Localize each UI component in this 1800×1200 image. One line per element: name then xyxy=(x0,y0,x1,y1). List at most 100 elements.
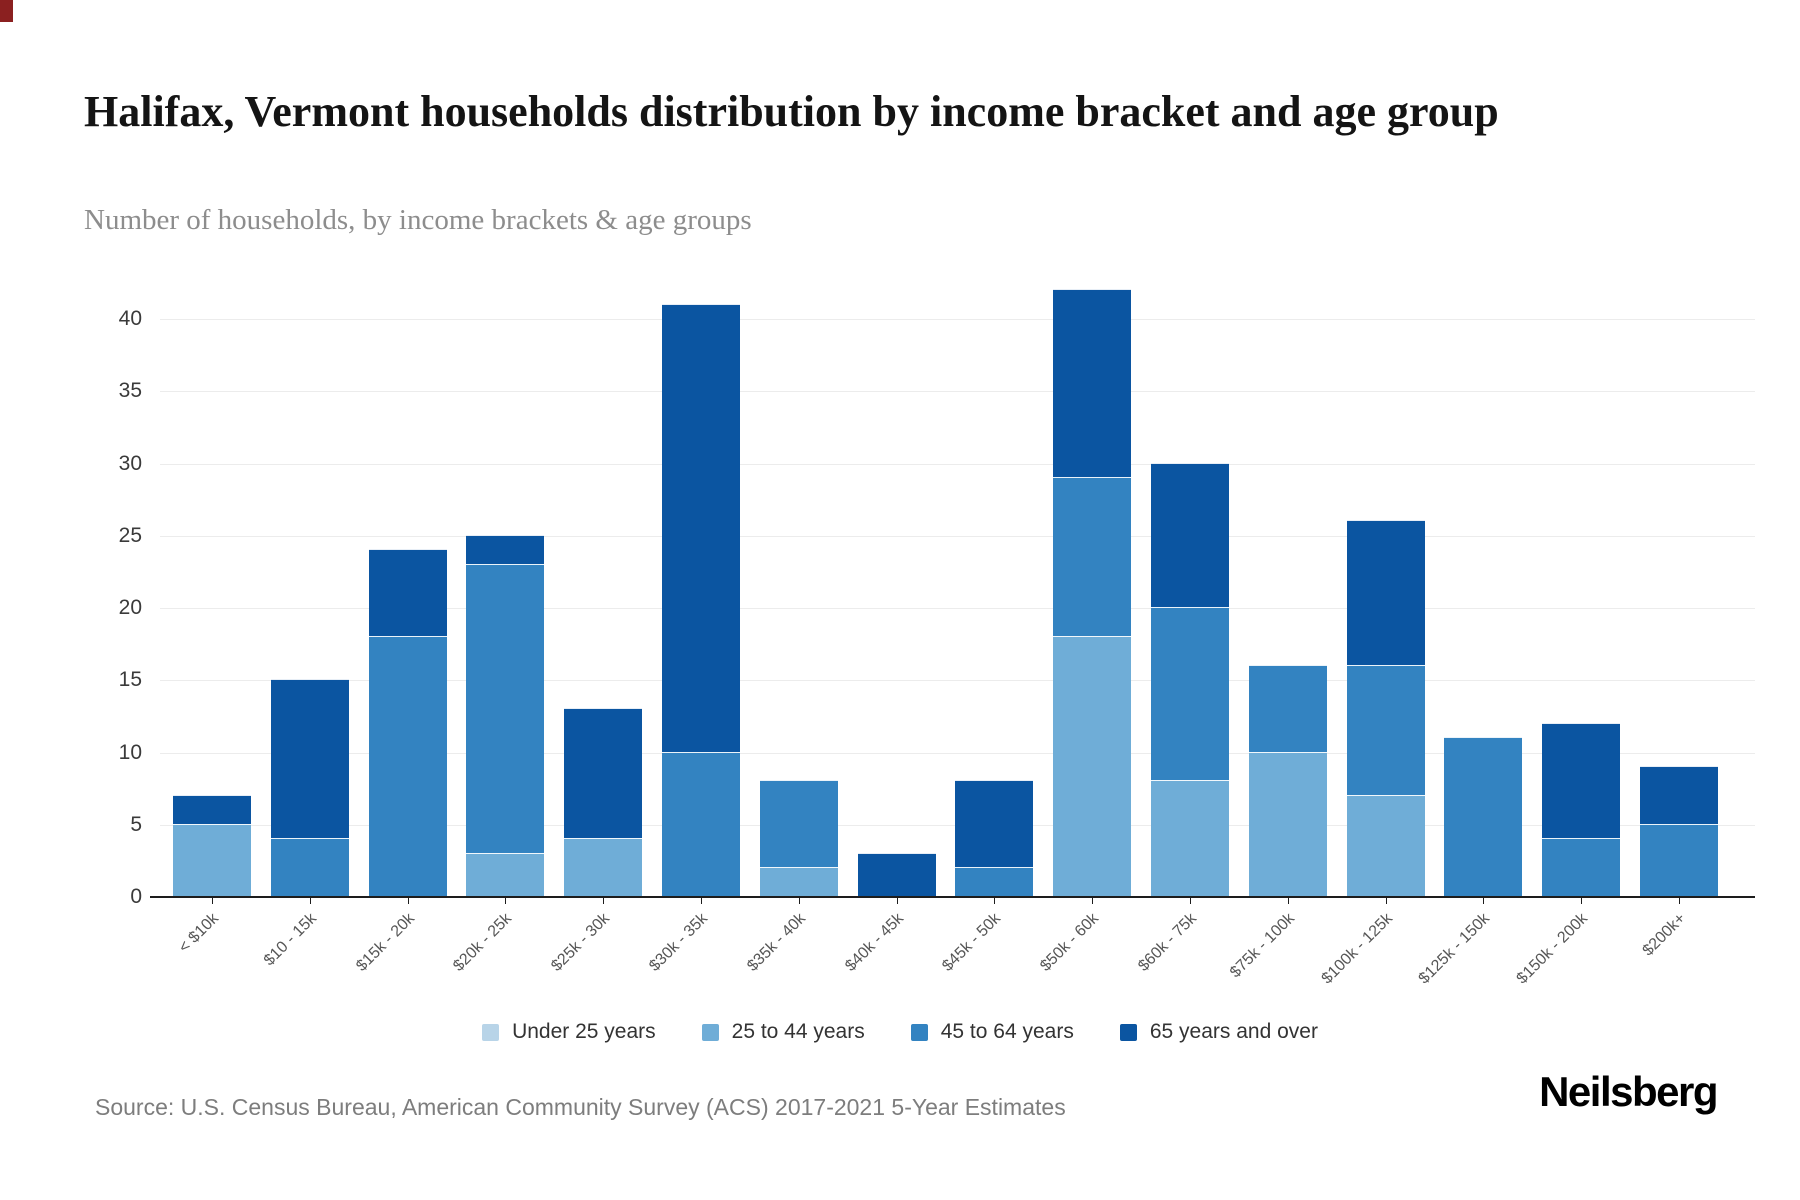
x-axis-tick xyxy=(603,898,605,904)
bar-segment[interactable] xyxy=(661,751,740,896)
neilsberg-logo: Neilsberg xyxy=(1539,1068,1718,1115)
x-axis-tick-label: $50k - 60k xyxy=(1037,910,1103,975)
gridline xyxy=(160,680,1755,682)
bar-column xyxy=(173,250,251,896)
legend-swatch xyxy=(482,1023,500,1041)
bar-segment[interactable] xyxy=(759,867,838,896)
legend-item[interactable]: 65 years and over xyxy=(1119,1020,1318,1044)
x-axis-tick xyxy=(798,898,800,904)
gridline xyxy=(160,608,1755,609)
y-axis-tick-label: 0 xyxy=(130,885,142,908)
bar-segment[interactable] xyxy=(1542,722,1621,839)
bar-segment[interactable] xyxy=(857,852,936,896)
x-axis-tick xyxy=(407,898,409,904)
bar-column xyxy=(759,250,838,896)
bar-segment[interactable] xyxy=(759,780,838,868)
y-axis-tick-label: 25 xyxy=(118,523,142,547)
x-axis-tick xyxy=(994,898,996,904)
y-axis-tick-label: 35 xyxy=(118,379,142,403)
y-axis-tick-label: 30 xyxy=(118,451,142,475)
x-axis-tick-label: $10 - 15k xyxy=(260,910,320,970)
bar-column xyxy=(1150,250,1229,896)
chart-title: Halifax, Vermont households distribution… xyxy=(84,87,1499,137)
legend: Under 25 years 25 to 44 years 45 to 64 yea… xyxy=(0,1020,1800,1044)
bar-segment[interactable] xyxy=(1053,476,1132,636)
bar-segment[interactable] xyxy=(955,780,1034,868)
legend-label: Under 25 years xyxy=(512,1020,656,1043)
bar-segment[interactable] xyxy=(1248,664,1327,752)
bar-segment[interactable] xyxy=(1053,635,1132,896)
x-axis-tick-label: $20k - 25k xyxy=(450,910,516,975)
bar-segment[interactable] xyxy=(368,549,447,636)
bar-column xyxy=(1639,250,1718,896)
gridline xyxy=(160,463,1755,465)
x-axis-tick-label: < $10k xyxy=(175,910,223,957)
bar-segment[interactable] xyxy=(1542,838,1621,896)
legend-label: 45 to 64 years xyxy=(940,1020,1074,1043)
legend-item[interactable]: 45 to 64 years xyxy=(910,1020,1074,1044)
bar-segment[interactable] xyxy=(955,867,1034,896)
x-axis-tick xyxy=(1385,898,1387,904)
x-axis-line xyxy=(150,896,1755,898)
bar-segment[interactable] xyxy=(173,823,251,896)
bar-column xyxy=(466,250,545,896)
bar-column xyxy=(1053,250,1132,896)
x-axis-tick xyxy=(212,898,213,904)
y-axis-tick-label: 40 xyxy=(118,307,142,330)
x-axis-tick-label: $25k - 30k xyxy=(548,910,614,975)
bar-column xyxy=(270,250,349,896)
x-axis-tick xyxy=(1581,898,1583,904)
y-axis-tick-label: 5 xyxy=(130,812,142,836)
bar-segment[interactable] xyxy=(466,563,545,853)
bar-column xyxy=(661,250,740,896)
corner-artifact xyxy=(0,0,13,22)
x-axis-tick-label: $75k - 100k xyxy=(1226,910,1298,982)
x-axis-tick xyxy=(701,898,702,904)
x-axis-tick-label: $40k - 45k xyxy=(841,910,907,975)
chart-subtitle: Number of households, by income brackets… xyxy=(84,204,752,236)
x-axis-tick xyxy=(1483,898,1485,904)
bar-segment[interactable] xyxy=(173,794,251,824)
x-axis-tick-label: $30k - 35k xyxy=(646,910,712,975)
bar-segment[interactable] xyxy=(1639,765,1718,824)
bar-segment[interactable] xyxy=(1346,664,1425,795)
x-axis-tick xyxy=(1092,898,1094,904)
x-axis-tick-label: $150k - 200k xyxy=(1513,910,1592,988)
x-axis-tick-label: $45k - 50k xyxy=(939,910,1005,975)
x-axis-tick xyxy=(505,898,507,904)
bar-segment[interactable] xyxy=(1150,780,1229,896)
bar-segment[interactable] xyxy=(1150,462,1229,608)
bar-segment[interactable] xyxy=(1248,751,1327,896)
x-axis-tick-label: $35k - 40k xyxy=(743,910,809,975)
y-axis-tick-label: 15 xyxy=(118,668,142,692)
bar-segment[interactable] xyxy=(1639,823,1718,896)
bar-segment[interactable] xyxy=(1150,607,1229,781)
bar-column xyxy=(1444,250,1523,896)
gridline xyxy=(160,319,1755,320)
x-axis-tick-label: $200k+ xyxy=(1639,910,1690,960)
bar-segment[interactable] xyxy=(466,852,545,896)
bar-column xyxy=(955,250,1034,896)
x-axis-tick xyxy=(1287,898,1289,904)
legend-label: 65 years and over xyxy=(1149,1020,1318,1043)
x-axis-tick-label: $15k - 20k xyxy=(352,910,418,975)
legend-swatch xyxy=(1119,1023,1137,1041)
y-axis-tick-label: 10 xyxy=(118,740,142,764)
legend-item[interactable]: Under 25 years xyxy=(482,1020,656,1044)
legend-item[interactable]: 25 to 44 years xyxy=(701,1020,865,1044)
legend-swatch xyxy=(701,1023,719,1041)
bar-segment[interactable] xyxy=(270,679,349,839)
bar-segment[interactable] xyxy=(661,303,740,752)
bar-segment[interactable] xyxy=(368,635,447,896)
bar-segment[interactable] xyxy=(1053,289,1132,477)
bar-segment[interactable] xyxy=(1346,520,1425,665)
bar-segment[interactable] xyxy=(1346,794,1425,896)
legend-label: 25 to 44 years xyxy=(731,1020,865,1043)
bar-segment[interactable] xyxy=(564,708,643,839)
bar-segment[interactable] xyxy=(564,838,643,896)
bar-column xyxy=(1248,250,1327,896)
bar-segment[interactable] xyxy=(1444,737,1523,896)
bar-segment[interactable] xyxy=(466,534,545,564)
bar-segment[interactable] xyxy=(270,838,349,896)
